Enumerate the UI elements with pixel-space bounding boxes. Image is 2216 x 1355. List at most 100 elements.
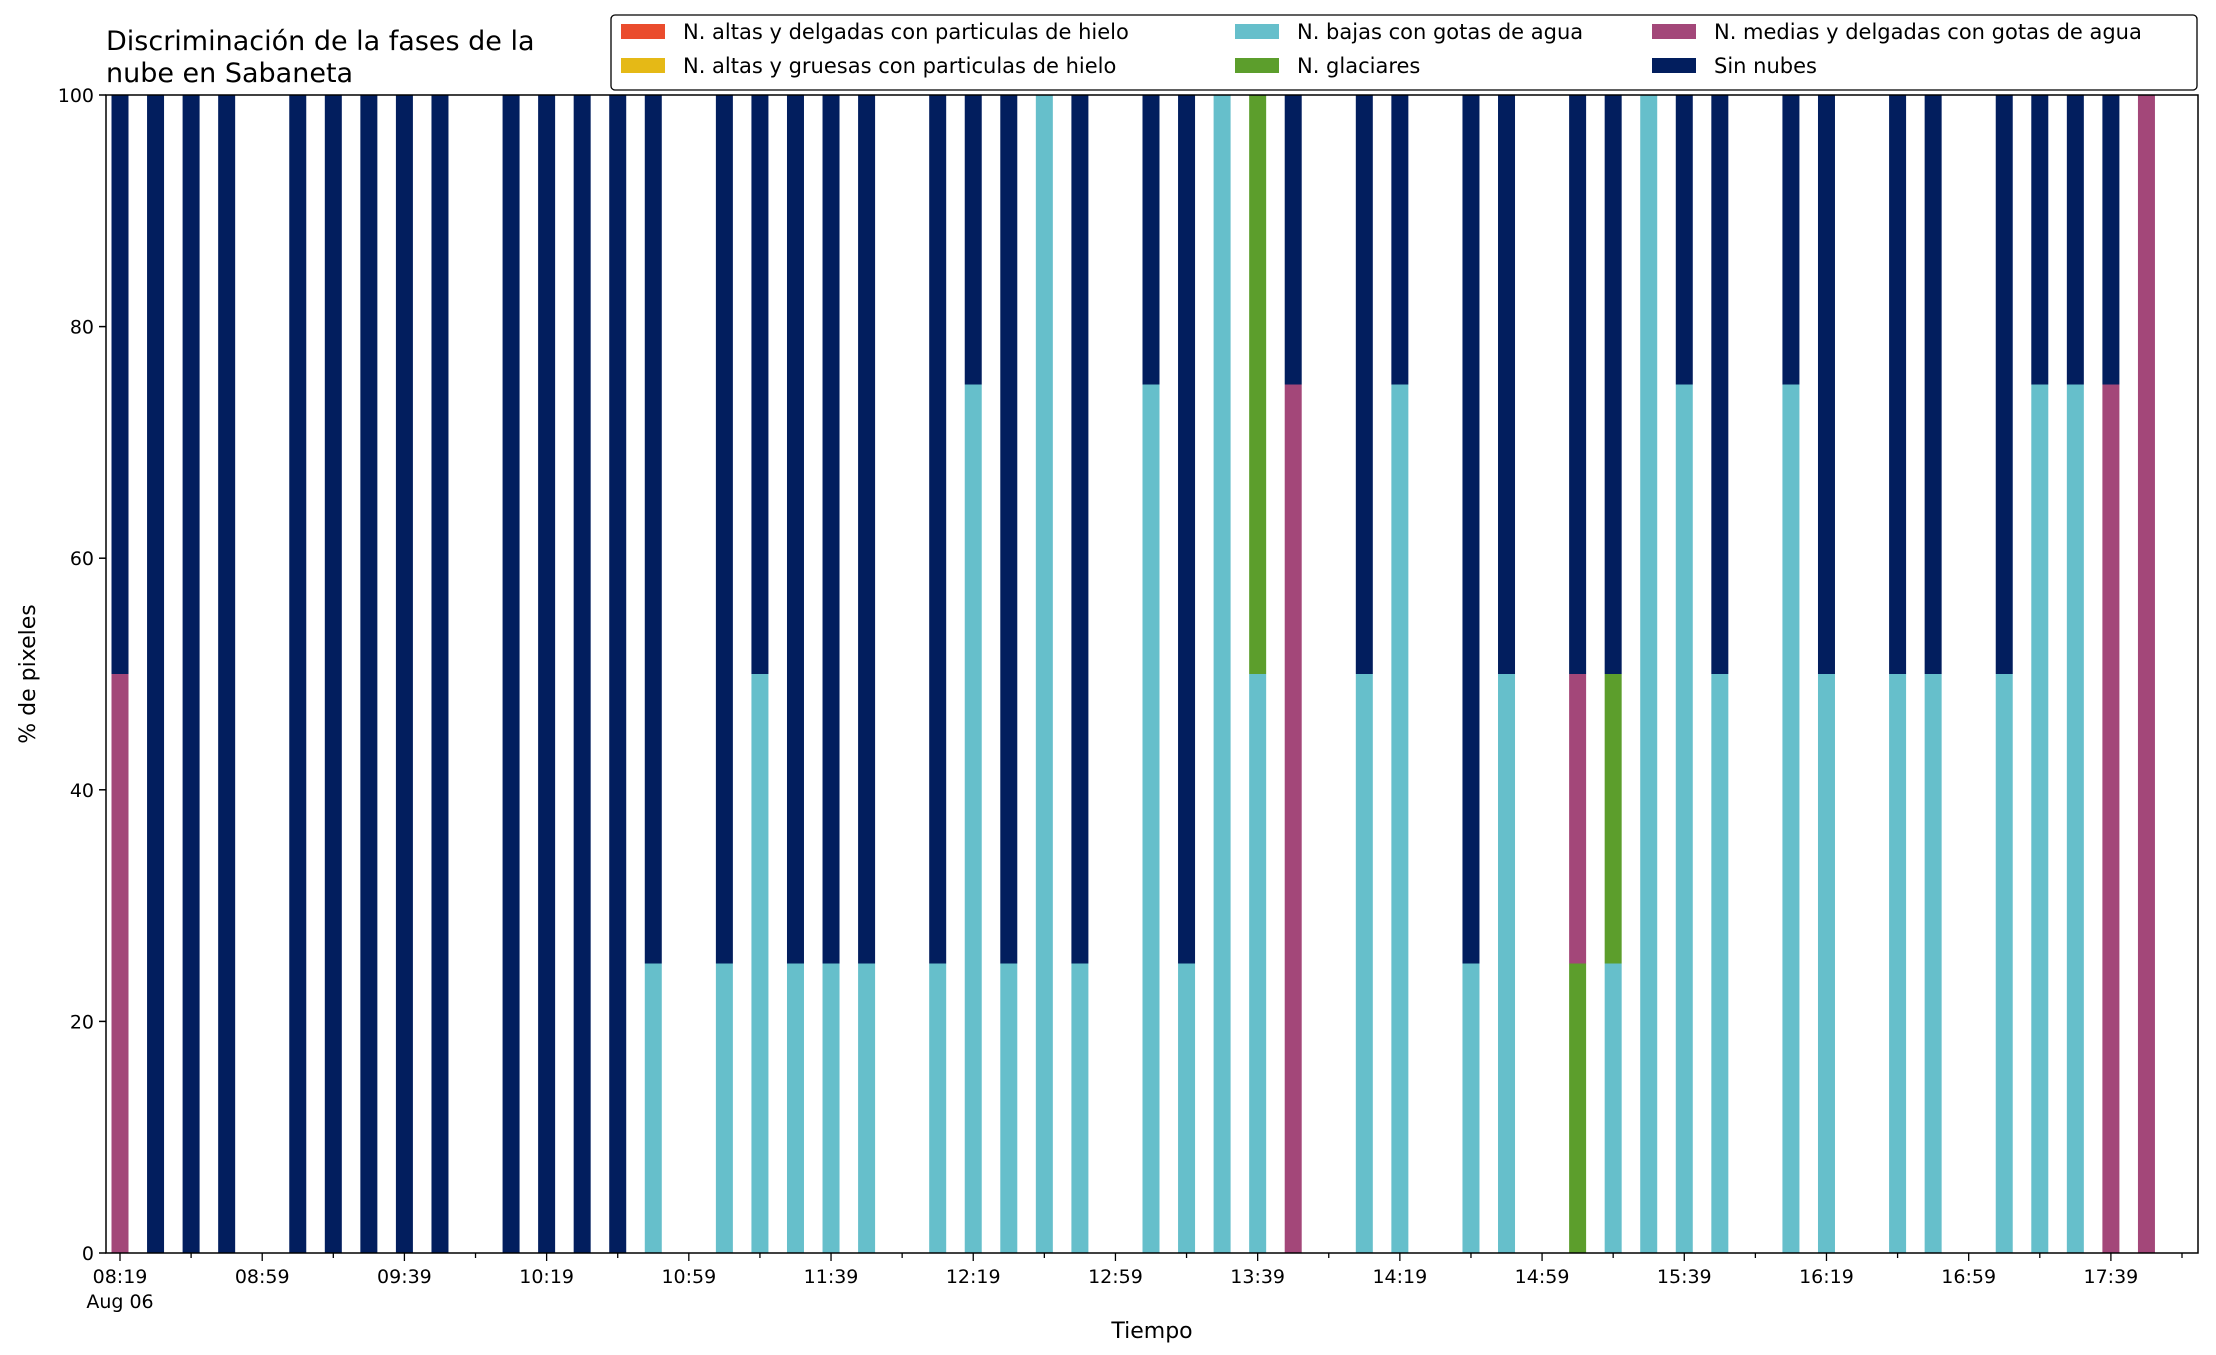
legend-frame bbox=[610, 14, 2198, 91]
bar-1029 bbox=[573, 95, 591, 1253]
bar-segment-n-medias-y-delgadas-con-gotas-de-agua bbox=[2102, 384, 2120, 1253]
legend-entry: N. medias y delgadas con gotas de agua bbox=[1652, 20, 2142, 44]
bar-segment-sin-nubes bbox=[1995, 95, 2013, 674]
bar-1409 bbox=[1355, 95, 1373, 1253]
x-tick-label: 12:59 bbox=[1088, 1266, 1143, 1288]
bar-1619 bbox=[1817, 95, 1835, 1253]
bar-segment-n-bajas-con-gotas-de-agua bbox=[751, 674, 769, 1253]
bar-segment-n-bajas-con-gotas-de-agua bbox=[1711, 674, 1729, 1253]
bar-segment-n-bajas-con-gotas-de-agua bbox=[1640, 95, 1658, 1253]
x-tick-label: 12:19 bbox=[946, 1266, 1001, 1288]
bar-segment-sin-nubes bbox=[1462, 95, 1480, 964]
x-tick-label: 10:19 bbox=[519, 1266, 574, 1288]
bar-segment-n-bajas-con-gotas-de-agua bbox=[1817, 674, 1835, 1253]
bar-1119 bbox=[751, 95, 769, 1253]
bar-segment-sin-nubes bbox=[147, 95, 165, 1253]
bar-segment-sin-nubes bbox=[431, 95, 449, 1253]
bar-1049 bbox=[644, 95, 662, 1253]
bar-1439 bbox=[1462, 95, 1480, 1253]
bar-segment-sin-nubes bbox=[1782, 95, 1800, 385]
legend-entry: N. glaciares bbox=[1235, 54, 1420, 78]
bar-1149 bbox=[858, 95, 876, 1253]
y-tick-label: 20 bbox=[70, 1011, 94, 1033]
bar-1529 bbox=[1640, 95, 1658, 1253]
bar-segment-n-bajas-con-gotas-de-agua bbox=[858, 963, 876, 1253]
bar-segment-sin-nubes bbox=[324, 95, 342, 1253]
bar-1519 bbox=[1604, 95, 1622, 1253]
x-tick-label: 08:59 bbox=[235, 1266, 290, 1288]
bar-1019 bbox=[538, 95, 556, 1253]
bar-segment-sin-nubes bbox=[1889, 95, 1907, 674]
bar-segment-sin-nubes bbox=[1000, 95, 1018, 964]
bar-segment-n-bajas-con-gotas-de-agua bbox=[1782, 384, 1800, 1253]
bar-segment-sin-nubes bbox=[1284, 95, 1302, 385]
bar-segment-sin-nubes bbox=[1178, 95, 1196, 964]
bar-segment-sin-nubes bbox=[538, 95, 556, 1253]
bar-segment-sin-nubes bbox=[360, 95, 378, 1253]
bar-segment-n-glaciares bbox=[1249, 95, 1267, 674]
bar-0829 bbox=[147, 95, 165, 1253]
bar-segment-sin-nubes bbox=[2066, 95, 2084, 385]
bar-segment-n-bajas-con-gotas-de-agua bbox=[1498, 674, 1516, 1253]
bar-segment-n-medias-y-delgadas-con-gotas-de-agua bbox=[1569, 674, 1587, 964]
bar-segment-sin-nubes bbox=[1391, 95, 1409, 385]
bar-segment-sin-nubes bbox=[964, 95, 982, 385]
legend-swatch bbox=[621, 24, 665, 39]
bar-0949 bbox=[431, 95, 449, 1253]
bar-segment-n-bajas-con-gotas-de-agua bbox=[1675, 384, 1693, 1253]
y-tick-label: 40 bbox=[70, 780, 94, 802]
bar-1339 bbox=[1249, 95, 1267, 1253]
x-tick-label: 08:19 bbox=[93, 1266, 148, 1288]
bar-segment-sin-nubes bbox=[609, 95, 627, 1253]
bar-1249 bbox=[1071, 95, 1089, 1253]
bar-1039 bbox=[609, 95, 627, 1253]
legend-label: N. bajas con gotas de agua bbox=[1297, 20, 1583, 44]
bar-segment-n-medias-y-delgadas-con-gotas-de-agua bbox=[111, 674, 129, 1253]
bar-segment-sin-nubes bbox=[1604, 95, 1622, 674]
bar-segment-n-bajas-con-gotas-de-agua bbox=[1000, 963, 1018, 1253]
x-tick-label: 16:59 bbox=[1941, 1266, 1996, 1288]
bar-1729 bbox=[2066, 95, 2084, 1253]
bar-0819 bbox=[111, 95, 129, 1253]
bar-segment-n-bajas-con-gotas-de-agua bbox=[1213, 95, 1231, 1253]
bar-1509 bbox=[1569, 95, 1587, 1253]
bar-segment-sin-nubes bbox=[218, 95, 236, 1253]
bar-0919 bbox=[324, 95, 342, 1253]
bar-segment-n-bajas-con-gotas-de-agua bbox=[1995, 674, 2013, 1253]
bar-segment-n-glaciares bbox=[1604, 674, 1622, 964]
y-tick-label: 80 bbox=[70, 317, 94, 339]
bar-segment-n-medias-y-delgadas-con-gotas-de-agua bbox=[2137, 95, 2155, 1253]
bar-segment-n-medias-y-delgadas-con-gotas-de-agua bbox=[1284, 384, 1302, 1253]
bar-1449 bbox=[1498, 95, 1516, 1253]
bar-1639 bbox=[1889, 95, 1907, 1253]
x-tick-label: 15:39 bbox=[1657, 1266, 1712, 1288]
bar-segment-n-bajas-con-gotas-de-agua bbox=[822, 963, 840, 1253]
bar-0939 bbox=[395, 95, 413, 1253]
legend-entry: N. altas y delgadas con particulas de hi… bbox=[621, 20, 1129, 44]
bar-1349 bbox=[1284, 95, 1302, 1253]
bar-segment-n-bajas-con-gotas-de-agua bbox=[1249, 674, 1267, 1253]
bar-segment-sin-nubes bbox=[502, 95, 520, 1253]
bar-segment-sin-nubes bbox=[573, 95, 591, 1253]
bar-1419 bbox=[1391, 95, 1409, 1253]
bar-segment-n-bajas-con-gotas-de-agua bbox=[715, 963, 733, 1253]
x-tick-label: 14:19 bbox=[1372, 1266, 1427, 1288]
bar-1109 bbox=[715, 95, 733, 1253]
bar-1209 bbox=[929, 95, 947, 1253]
x-tick-label: 11:39 bbox=[804, 1266, 859, 1288]
plot-area bbox=[105, 94, 2199, 1254]
chart-title: Discriminación de la fases de la nube en … bbox=[106, 26, 535, 89]
bar-segment-sin-nubes bbox=[644, 95, 662, 964]
bar-segment-sin-nubes bbox=[1675, 95, 1693, 385]
legend-label: N. altas y gruesas con particulas de hie… bbox=[683, 54, 1116, 78]
x-tick-label: 13:39 bbox=[1230, 1266, 1285, 1288]
bar-segment-n-bajas-con-gotas-de-agua bbox=[2031, 384, 2049, 1253]
x-tick-label: 17:39 bbox=[2084, 1266, 2139, 1288]
y-axis-label: % de pixeles bbox=[16, 604, 41, 743]
x-tick-label: 09:39 bbox=[377, 1266, 432, 1288]
x-axis: 08:19 Aug 06 08:59 09:39 10:19 10:59 11:39 12:1… bbox=[86, 1253, 2183, 1313]
bar-segment-sin-nubes bbox=[1071, 95, 1089, 964]
bar-1549 bbox=[1711, 95, 1729, 1253]
x-tick-label: 14:59 bbox=[1515, 1266, 1570, 1288]
